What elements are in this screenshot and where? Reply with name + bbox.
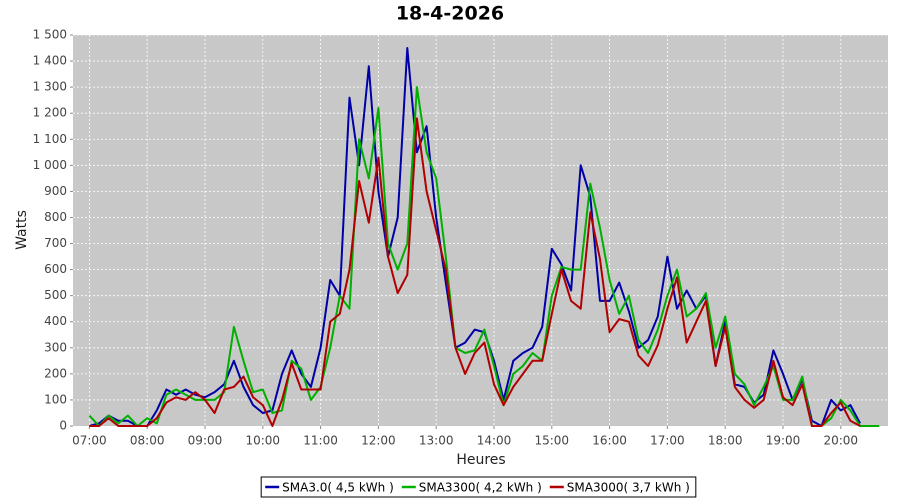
- y-tick-label: 700: [44, 236, 67, 250]
- y-tick-label: 300: [44, 340, 67, 354]
- y-tick-label: 600: [44, 262, 67, 276]
- y-tick-label: 1 500: [33, 28, 67, 42]
- legend-label: SMA3300( 4,2 kWh ): [419, 481, 542, 495]
- x-tick-label: 18:00: [708, 434, 743, 448]
- legend: [260, 476, 697, 498]
- x-tick-label: 07:00: [72, 434, 107, 448]
- y-tick-label: 400: [44, 314, 67, 328]
- x-tick-label: 12:00: [361, 434, 396, 448]
- x-axis-label: Heures: [456, 452, 505, 468]
- y-tick-label: 1 100: [33, 132, 67, 146]
- x-tick-label: 08:00: [130, 434, 165, 448]
- y-tick-label: 1 200: [33, 106, 67, 120]
- y-tick-label: 1 300: [33, 80, 67, 94]
- y-axis-label: Watts: [14, 210, 30, 250]
- y-tick-label: 1 000: [33, 158, 67, 172]
- y-tick-label: 900: [44, 184, 67, 198]
- x-tick-label: 19:00: [766, 434, 801, 448]
- plot-area: [73, 35, 888, 426]
- y-tick-label: 100: [44, 392, 67, 406]
- series-line: [89, 117, 861, 427]
- legend-label: SMA3.0( 4,5 kWh ): [282, 481, 394, 495]
- x-tick-label: 20:00: [823, 434, 858, 448]
- x-tick-label: 11:00: [303, 434, 338, 448]
- chart-title: 18-4-2026: [396, 3, 504, 25]
- y-tick-label: 800: [44, 210, 67, 224]
- y-tick-label: 0: [59, 419, 67, 433]
- y-tick-label: 500: [44, 288, 67, 302]
- x-tick-label: 14:00: [477, 434, 512, 448]
- x-tick-label: 16:00: [592, 434, 627, 448]
- x-tick-label: 15:00: [534, 434, 569, 448]
- x-tick-label: 10:00: [245, 434, 280, 448]
- y-tick-label: 200: [44, 366, 67, 380]
- y-tick-label: 1 400: [33, 54, 67, 68]
- x-tick-label: 17:00: [650, 434, 685, 448]
- x-tick-label: 09:00: [188, 434, 223, 448]
- legend-label: SMA3000( 3,7 kWh ): [567, 481, 690, 495]
- x-tick-label: 13:00: [419, 434, 454, 448]
